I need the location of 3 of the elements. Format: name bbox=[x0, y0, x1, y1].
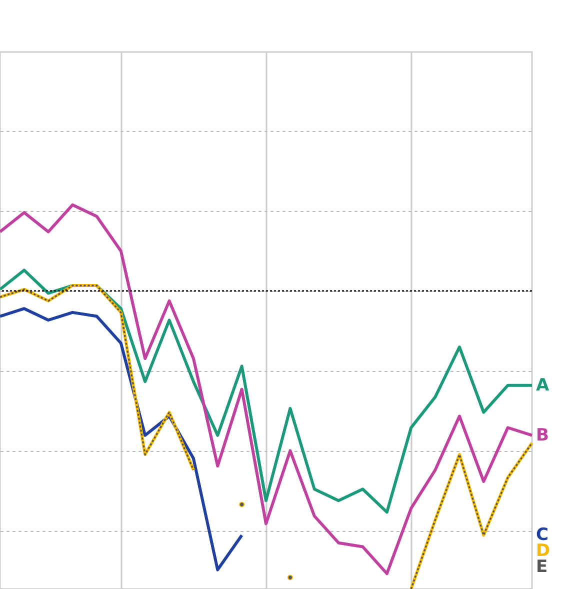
text: E bbox=[536, 557, 548, 578]
series-label: A bbox=[536, 375, 550, 396]
series-label: B bbox=[536, 425, 549, 446]
